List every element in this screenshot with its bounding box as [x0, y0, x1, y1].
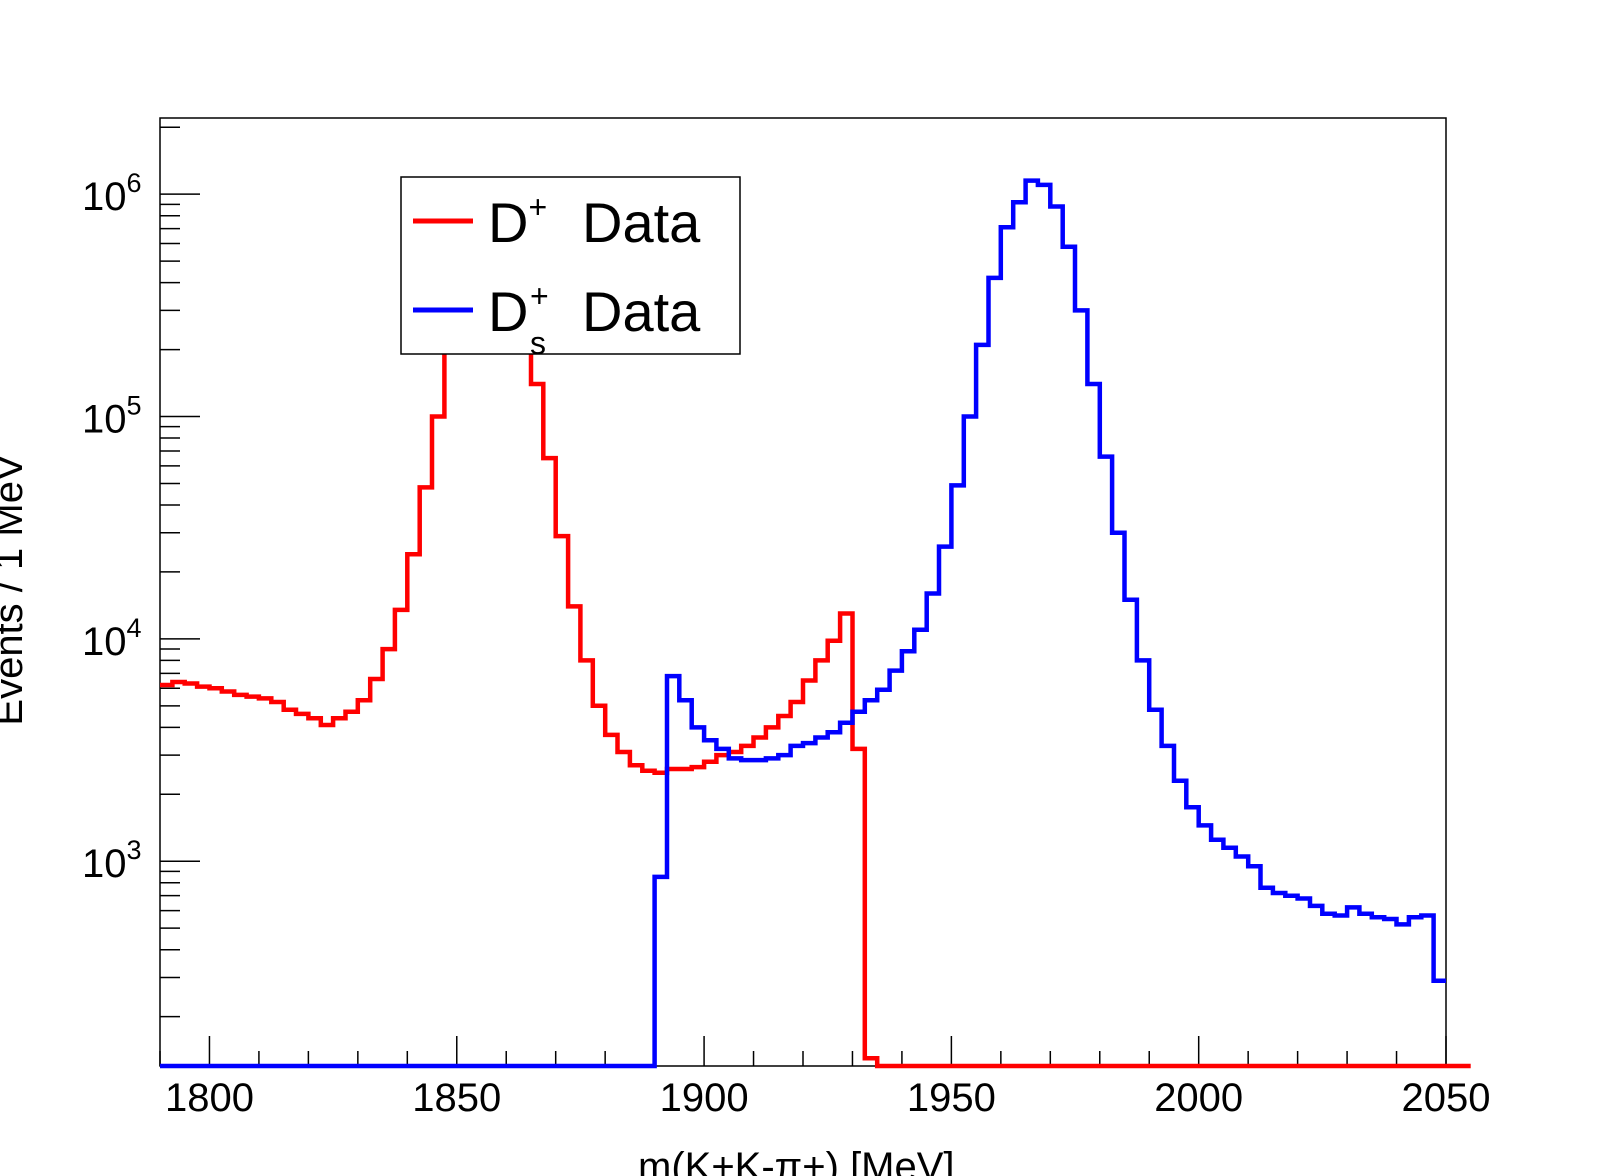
tick-labels: 1800 1850 1900 1950 2000 2050 103 104 105 106	[82, 168, 1490, 1120]
y-tick-label: 105	[82, 391, 142, 442]
y-tick-label: 103	[82, 835, 142, 886]
y-tick-label: 106	[82, 168, 142, 219]
x-tick-label: 1900	[660, 1076, 749, 1120]
x-tick-label: 1850	[412, 1076, 501, 1120]
x-tick-label: 2050	[1402, 1076, 1491, 1120]
legend-label-ds-plus: D+ s Data	[488, 278, 701, 361]
legend-box	[400, 176, 741, 355]
series-layer	[160, 178, 1471, 1069]
plot-frame	[159, 117, 1447, 1067]
series-line-ds-plus	[160, 178, 1446, 1069]
x-axis-title: m(K+K-π+) [MeV]	[638, 1145, 955, 1176]
series-line-d-plus	[160, 191, 1471, 1069]
y-tick-label: 104	[82, 613, 142, 664]
x-tick-label: 2000	[1154, 1076, 1243, 1120]
y-axis-title: Events / 1 MeV	[0, 454, 31, 726]
axis-ticks	[159, 126, 1447, 1066]
x-tick-label: 1950	[907, 1076, 996, 1120]
x-tick-label: 1800	[165, 1076, 254, 1120]
legend-label-d-plus: D+ Data	[488, 189, 701, 254]
legend: D+ Data D+ s Data	[400, 176, 741, 361]
